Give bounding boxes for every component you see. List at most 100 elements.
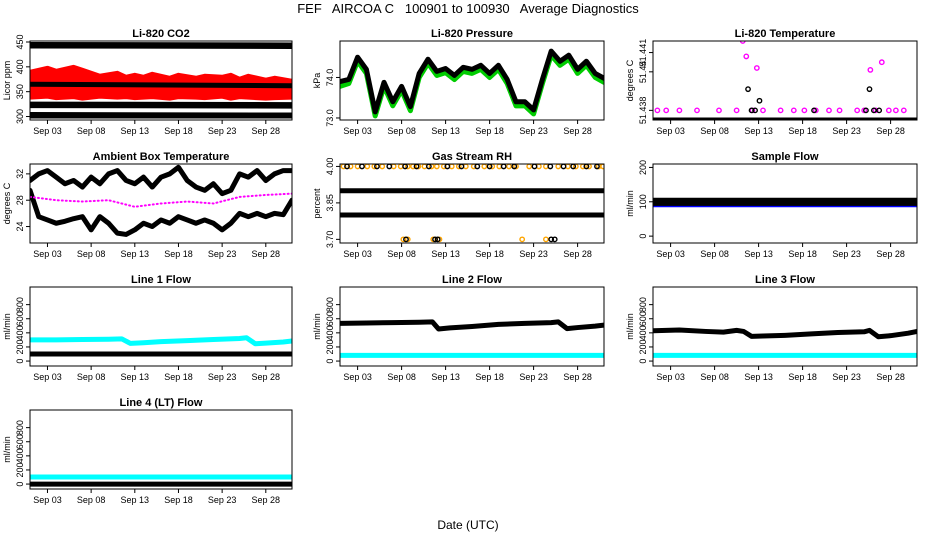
series-line [30,192,292,208]
y-tick-label: 800 [638,297,648,312]
chart-title: Sample Flow [751,151,819,163]
y-tick-label: 800 [15,297,25,312]
x-tick-label: Sep 08 [387,372,416,382]
data-point [676,107,683,114]
y-tick-label: 100 [638,194,648,209]
y-tick-label: 200 [638,160,648,175]
series-line [30,81,292,89]
y-tick-label: 200 [325,339,335,354]
x-tick-label: Sep 03 [33,372,62,382]
chart-title: Line 4 (LT) Flow [120,397,203,409]
x-tick-label: Sep 08 [387,126,416,136]
y-tick-label: 300 [15,109,25,124]
series-line [340,48,604,115]
series-group [653,197,917,208]
data-point [826,107,832,114]
x-tick-label: Sep 23 [832,372,861,382]
y-tick-label: 51.441 [638,39,648,67]
data-point [811,107,817,114]
data-point [753,65,760,71]
x-tick-label: Sep 13 [431,372,460,382]
x-tick-label: Sep 23 [519,372,548,382]
chart-title: Gas Stream RH [432,151,512,163]
data-point [743,53,750,60]
y-tick-label: 350 [15,84,25,99]
x-tick-label: Sep 28 [563,126,592,136]
chart-panel: Li-820 Pressure kPa 73.0 74.0 Sep 03 Sep 08 Se… [312,28,605,136]
x-tick-label: Sep 13 [431,126,460,136]
y-tick-label: 4.00 [325,158,335,176]
y-tick-label: 32 [15,169,25,179]
data-point [481,164,488,170]
series-group [30,164,292,237]
y-axis-label: ml/min [2,436,12,463]
data-point [434,236,441,243]
data-point [777,107,784,114]
x-tick-label: Sep 13 [744,249,773,259]
x-tick-label: Sep 03 [656,126,685,136]
y-tick-label: 400 [638,325,648,340]
y-tick-label: 800 [325,297,335,312]
x-tick-label: Sep 23 [832,249,861,259]
x-tick-label: Sep 13 [744,126,773,136]
x-tick-label: Sep 28 [252,126,281,136]
data-point [506,164,512,170]
data-point [548,236,555,243]
x-tick-label: Sep 23 [832,126,861,136]
chart-title: Li-820 Pressure [431,28,513,40]
chart-panel: Ambient Box Temperature degrees C24 28 32 Se… [2,151,293,259]
x-tick-label: Sep 23 [208,126,237,136]
y-tick-label: 200 [15,339,25,354]
y-tick-label: 400 [15,448,25,463]
data-point [870,107,877,114]
y-axis-label: ml/min [2,313,12,340]
data-point [836,107,843,114]
y-tick-label: 600 [15,311,25,326]
y-tick-label: 0 [638,234,648,239]
figure-title: FEF AIRCOA C 100901 to 100930 Average Di… [297,1,639,16]
x-tick-label: Sep 13 [121,126,150,136]
data-point [654,107,661,114]
chart-title: Line 2 Flow [442,274,502,286]
data-point [500,164,507,170]
y-tick-label: 200 [638,339,648,354]
figure-xlabel: Date (UTC) [437,518,499,532]
series-group [653,327,917,358]
x-tick-label: Sep 28 [876,249,905,259]
y-tick-label: 600 [15,434,25,449]
y-tick-label: 24 [15,222,25,232]
series-group [340,319,604,358]
y-tick-label: 73.0 [325,109,335,127]
data-point [432,236,438,243]
data-point [694,107,700,114]
data-point [863,107,869,114]
series-group [30,335,292,357]
y-tick-label: 600 [638,311,648,326]
chart-title: Line 3 Flow [755,274,815,286]
plot-frame [29,286,293,367]
x-tick-label: Sep 08 [700,126,729,136]
chart-panel: Sample Flow ml/min 0 100 200 Sep 03 Sep 08 Sep … [625,151,918,259]
data-point [531,164,538,170]
chart-title: Li-820 Temperature [735,28,836,40]
x-tick-label: Sep 23 [519,249,548,259]
series-band [30,112,292,119]
y-tick-label: 400 [15,325,25,340]
series-group [30,41,292,119]
x-tick-label: Sep 18 [475,372,504,382]
data-point [900,107,907,114]
chart-title: Li-820 CO2 [132,28,189,40]
x-tick-label: Sep 03 [33,249,62,259]
y-axis-label: ml/min [625,190,635,217]
y-tick-label: 0 [638,359,648,364]
data-point [551,236,558,243]
x-tick-label: Sep 18 [788,126,817,136]
x-tick-label: Sep 13 [121,495,150,505]
data-point [364,164,371,170]
plot-frame [652,40,918,121]
x-tick-label: Sep 03 [33,126,62,136]
plot-frame [29,163,293,244]
plot-frame [29,409,293,490]
